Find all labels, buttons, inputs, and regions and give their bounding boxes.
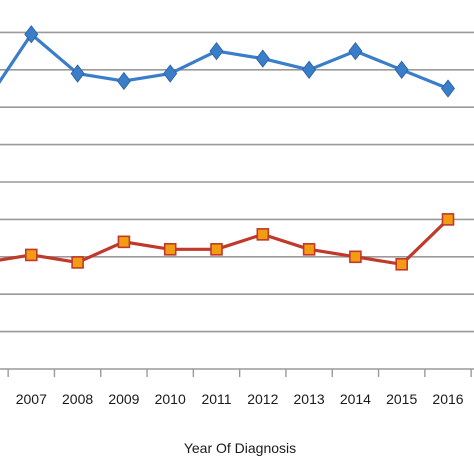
data-point-diamond <box>116 71 131 91</box>
data-point-diamond <box>163 64 178 83</box>
marker-layer <box>24 25 456 271</box>
x-axis-ticks <box>7 369 472 377</box>
data-point-diamond <box>24 25 39 44</box>
data-point-square <box>302 243 316 256</box>
x-tick-label: 2016 <box>432 391 463 407</box>
series-layer <box>0 32 450 266</box>
x-tick-label: 2010 <box>155 391 186 407</box>
data-point-diamond <box>348 41 363 61</box>
data-point-square <box>349 250 362 264</box>
data-point-square <box>71 256 84 269</box>
data-point-square <box>117 235 131 249</box>
data-point-square <box>210 243 223 256</box>
data-point-square <box>24 248 38 262</box>
series-line-1 <box>0 32 450 91</box>
x-tick-label: 2007 <box>16 391 47 407</box>
x-tick-label: 2009 <box>108 391 139 407</box>
x-tick-label: 2013 <box>294 391 325 407</box>
data-point-diamond <box>440 79 456 98</box>
x-tick-label: 2011 <box>201 391 231 407</box>
data-point-diamond <box>255 49 270 68</box>
data-point-square <box>256 228 270 241</box>
x-tick-label: 2015 <box>386 391 417 407</box>
data-point-diamond <box>209 41 224 61</box>
data-point-diamond <box>302 60 317 79</box>
data-point-diamond <box>70 64 85 83</box>
x-axis-title: Year Of Diagnosis <box>184 440 296 456</box>
data-point-diamond <box>394 60 409 79</box>
x-tick-labels: 2006 2007 2008 2009 2010 2011 2012 2013 2014 2015… <box>0 391 464 407</box>
gridlines <box>0 31 474 333</box>
data-point-square <box>395 257 409 271</box>
data-point-square <box>163 243 177 256</box>
x-tick-label: 2006 <box>0 391 1 407</box>
x-tick-label: 2014 <box>340 391 371 407</box>
x-tick-label: 2012 <box>247 391 278 407</box>
x-tick-label: 2008 <box>62 391 93 407</box>
data-point-square <box>441 213 455 226</box>
